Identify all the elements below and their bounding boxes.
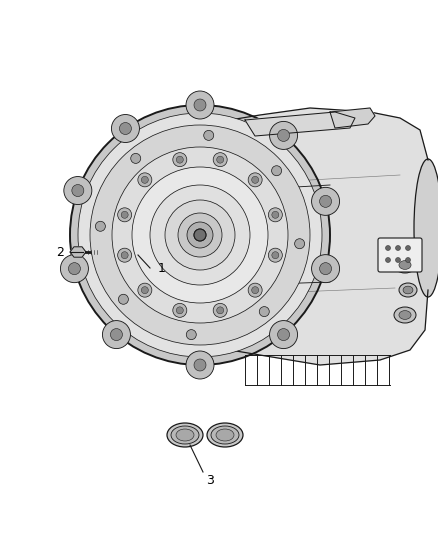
- Ellipse shape: [403, 286, 413, 294]
- Circle shape: [406, 257, 410, 262]
- Circle shape: [110, 328, 123, 341]
- Circle shape: [68, 263, 81, 274]
- Circle shape: [112, 147, 288, 323]
- Circle shape: [194, 359, 206, 371]
- Ellipse shape: [394, 307, 416, 323]
- Circle shape: [385, 257, 391, 262]
- Circle shape: [78, 113, 322, 357]
- Circle shape: [248, 173, 262, 187]
- Circle shape: [396, 257, 400, 262]
- Circle shape: [217, 307, 224, 314]
- Circle shape: [268, 208, 283, 222]
- Circle shape: [272, 166, 282, 176]
- Circle shape: [138, 173, 152, 187]
- Circle shape: [385, 246, 391, 251]
- Circle shape: [320, 196, 332, 207]
- Circle shape: [186, 91, 214, 119]
- Ellipse shape: [399, 283, 417, 297]
- Ellipse shape: [171, 426, 199, 444]
- Polygon shape: [200, 108, 428, 365]
- Circle shape: [60, 255, 88, 282]
- Circle shape: [217, 156, 224, 163]
- Circle shape: [131, 154, 141, 164]
- Text: 1: 1: [158, 262, 166, 274]
- Circle shape: [165, 200, 235, 270]
- Circle shape: [111, 115, 139, 142]
- Circle shape: [177, 156, 184, 163]
- Polygon shape: [133, 223, 148, 275]
- Circle shape: [259, 306, 269, 317]
- Ellipse shape: [394, 257, 416, 273]
- Circle shape: [118, 208, 132, 222]
- Circle shape: [252, 287, 259, 294]
- Circle shape: [248, 283, 262, 297]
- Ellipse shape: [216, 429, 234, 441]
- Circle shape: [70, 105, 330, 365]
- Circle shape: [141, 287, 148, 294]
- Circle shape: [132, 167, 268, 303]
- Circle shape: [178, 213, 222, 257]
- Circle shape: [278, 328, 290, 341]
- Circle shape: [311, 188, 339, 215]
- Ellipse shape: [176, 429, 194, 441]
- Circle shape: [120, 123, 131, 134]
- Circle shape: [272, 252, 279, 259]
- Circle shape: [194, 229, 206, 241]
- Circle shape: [269, 122, 297, 149]
- Circle shape: [186, 329, 196, 340]
- Circle shape: [150, 185, 250, 285]
- Circle shape: [102, 320, 131, 349]
- Ellipse shape: [211, 426, 239, 444]
- Circle shape: [295, 239, 304, 249]
- Circle shape: [177, 307, 184, 314]
- Ellipse shape: [167, 423, 203, 447]
- Circle shape: [138, 283, 152, 297]
- Circle shape: [121, 211, 128, 219]
- Circle shape: [95, 221, 106, 231]
- Circle shape: [252, 176, 259, 183]
- Circle shape: [173, 303, 187, 317]
- Circle shape: [118, 248, 132, 262]
- Circle shape: [194, 99, 206, 111]
- Circle shape: [268, 248, 283, 262]
- Circle shape: [187, 222, 213, 248]
- Circle shape: [64, 176, 92, 205]
- Polygon shape: [245, 112, 355, 136]
- Circle shape: [396, 246, 400, 251]
- FancyBboxPatch shape: [378, 238, 422, 272]
- Circle shape: [121, 252, 128, 259]
- Circle shape: [272, 211, 279, 219]
- Circle shape: [141, 176, 148, 183]
- Polygon shape: [330, 108, 375, 128]
- Circle shape: [269, 320, 297, 349]
- Circle shape: [320, 263, 332, 274]
- Circle shape: [204, 131, 214, 140]
- Polygon shape: [70, 247, 86, 257]
- Circle shape: [173, 152, 187, 167]
- Circle shape: [278, 130, 290, 141]
- Ellipse shape: [399, 261, 411, 269]
- Circle shape: [213, 303, 227, 317]
- Text: 3: 3: [206, 473, 214, 487]
- Circle shape: [118, 294, 128, 304]
- Circle shape: [194, 229, 206, 241]
- Ellipse shape: [414, 159, 438, 297]
- Circle shape: [90, 125, 310, 345]
- Circle shape: [406, 246, 410, 251]
- Text: 2: 2: [56, 246, 64, 259]
- Circle shape: [213, 152, 227, 167]
- Circle shape: [72, 184, 84, 197]
- Circle shape: [186, 351, 214, 379]
- Circle shape: [311, 255, 339, 282]
- Ellipse shape: [207, 423, 243, 447]
- Ellipse shape: [399, 311, 411, 319]
